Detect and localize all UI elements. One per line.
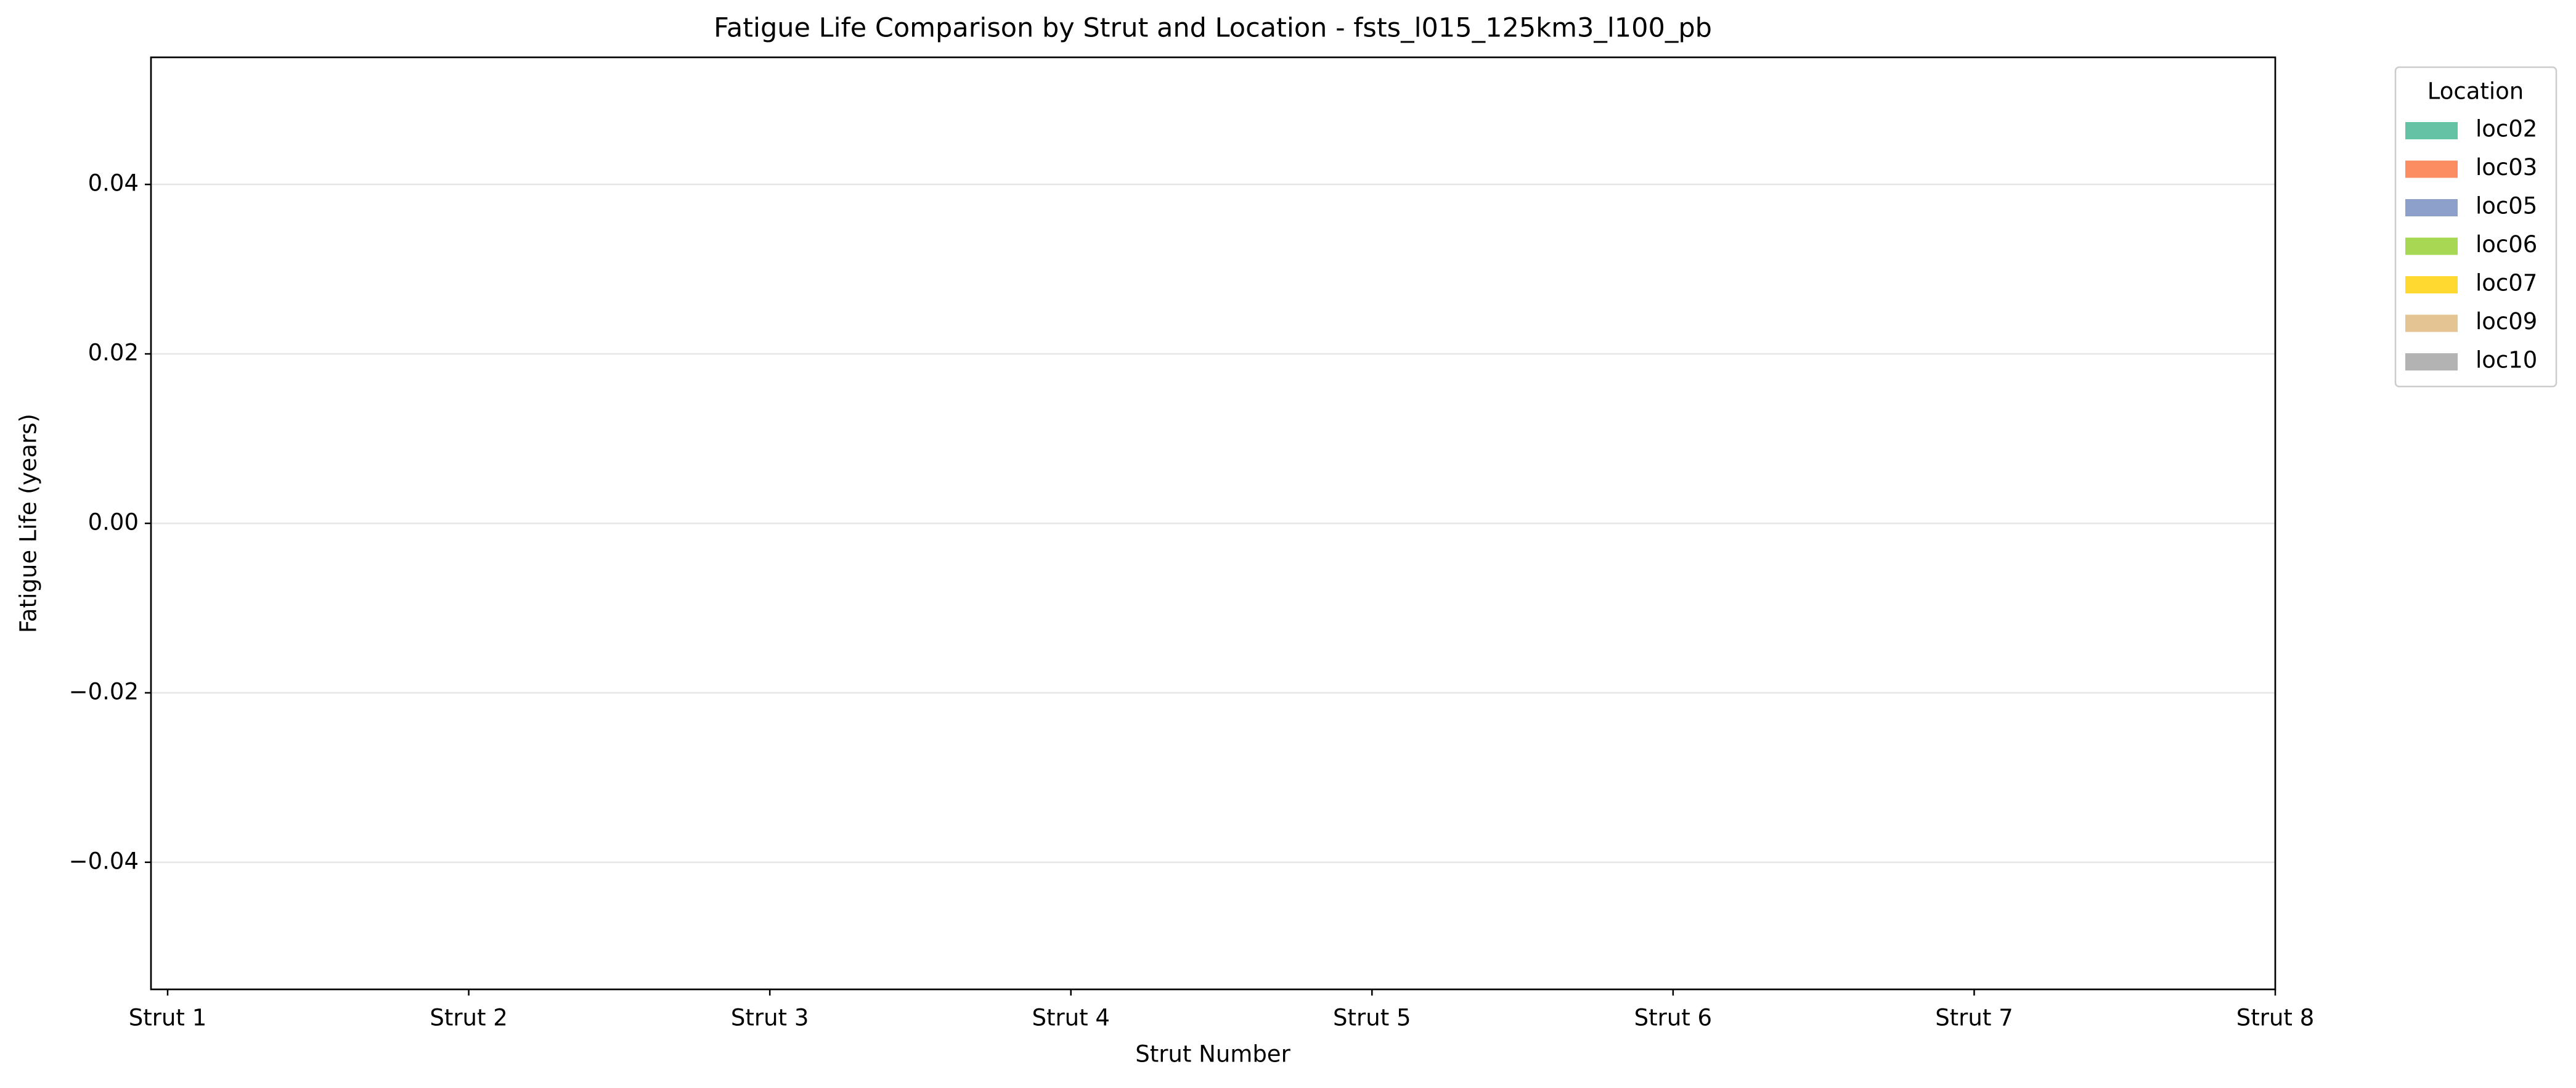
legend-label: loc05 — [2476, 193, 2537, 219]
legend-swatch — [2405, 353, 2458, 370]
legend-swatch — [2405, 160, 2458, 178]
legend-label: loc10 — [2476, 347, 2537, 374]
legend-swatch — [2405, 276, 2458, 293]
y-axis-label: Fatigue Life (years) — [15, 414, 42, 633]
y-tick-label: −0.04 — [69, 848, 139, 874]
legend-label: loc06 — [2476, 231, 2537, 258]
x-tick-label: Strut 8 — [2236, 1005, 2314, 1031]
legend-swatch — [2405, 314, 2458, 332]
x-tick-label: Strut 1 — [129, 1005, 206, 1031]
plot-frame — [150, 56, 2276, 991]
x-tick-label: Strut 3 — [731, 1005, 809, 1031]
x-tick-label: Strut 7 — [1935, 1005, 2013, 1031]
legend-box — [2394, 66, 2558, 388]
x-tick-label: Strut 6 — [1634, 1005, 1712, 1031]
y-tick-label: 0.02 — [88, 340, 139, 366]
legend-label: loc03 — [2476, 154, 2537, 181]
chart-title: Fatigue Life Comparison by Strut and Loc… — [714, 13, 1712, 44]
legend-label: loc07 — [2476, 270, 2537, 297]
legend-title: Location — [2427, 78, 2524, 105]
legend-swatch — [2405, 237, 2458, 255]
x-tick-label: Strut 5 — [1333, 1005, 1411, 1031]
x-tick-label: Strut 4 — [1032, 1005, 1109, 1031]
legend-label: loc09 — [2476, 308, 2537, 335]
legend-swatch — [2405, 122, 2458, 139]
x-axis-label: Strut Number — [1135, 1041, 1290, 1068]
y-tick-label: 0.00 — [88, 509, 139, 536]
y-tick-label: −0.02 — [69, 678, 139, 705]
legend-label: loc02 — [2476, 116, 2537, 142]
legend-swatch — [2405, 199, 2458, 216]
y-tick-label: 0.04 — [88, 170, 139, 197]
x-tick-label: Strut 2 — [430, 1005, 507, 1031]
